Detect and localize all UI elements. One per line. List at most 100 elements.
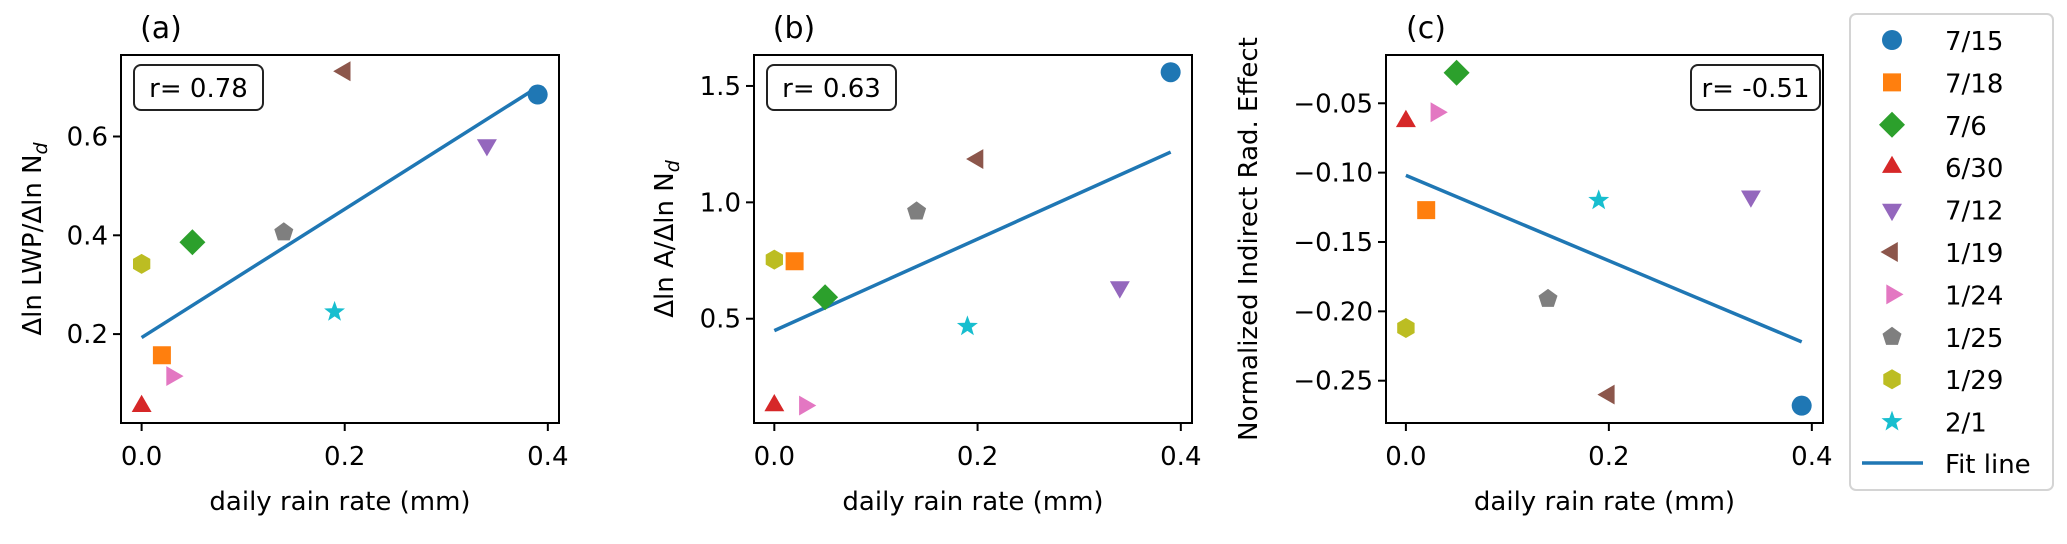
data-point-1-19 [1597, 384, 1615, 405]
x-tick-label: 0.2 [957, 442, 998, 472]
correlation-label: r= 0.78 [149, 74, 248, 104]
x-tick-label: 0.4 [1160, 442, 1201, 472]
subplot-c: (c) 0.0 0.2 0.4 −0.25 −0.20 −0.15 −0.10 −0.05 dai… [1234, 11, 1833, 517]
y-axis-label-main: Δln A/Δln N [650, 172, 680, 318]
legend-item-1-29: 1/29 [1883, 366, 2003, 396]
y-tick-label: −0.10 [1293, 159, 1373, 189]
legend-label: 7/15 [1945, 27, 2003, 57]
y-tick-label: 1.0 [700, 188, 741, 218]
data-point-7-15 [1160, 62, 1181, 83]
legend-label: 6/30 [1945, 154, 2003, 184]
data-point-7-18 [785, 252, 804, 271]
y-axis-label: Δln A/Δln Nd [650, 159, 684, 318]
legend-item-1-25: 1/25 [1882, 324, 2003, 354]
x-axis-label: daily rain rate (mm) [1474, 487, 1735, 517]
x-tick-label: 0.0 [121, 442, 162, 472]
data-point-2-1 [1588, 189, 1610, 210]
legend-marker-square-icon [1883, 73, 1901, 92]
data-point-7-18 [152, 346, 171, 365]
y-axis-label-main: Normalized Indirect Rad. Effect [1234, 37, 1264, 441]
legend-item-6-30: 6/30 [1882, 154, 2003, 184]
fit-line [773, 150, 1172, 333]
legend-box [1849, 13, 2054, 491]
x-axis-label: daily rain rate (mm) [842, 487, 1103, 517]
x-tick-label: 0.2 [1588, 442, 1629, 472]
legend-marker-triangle-up-icon [1882, 155, 1902, 173]
correlation-box [1690, 64, 1821, 111]
correlation-box [766, 64, 897, 111]
legend-label: 7/6 [1945, 112, 1987, 142]
data-point-7-15 [1791, 395, 1812, 416]
x-tick-label: 0.4 [1791, 442, 1832, 472]
data-point-1-24 [1430, 102, 1448, 123]
legend-label: 7/12 [1945, 197, 2003, 227]
legend-item-1-24: 1/24 [1886, 281, 2003, 311]
data-point-6-30 [764, 394, 785, 412]
data-point-7-6 [812, 284, 839, 311]
fit-line [140, 85, 539, 340]
y-tick-label: 0.5 [700, 305, 741, 335]
y-axis-label-main: Δln LWP/Δln N [18, 154, 48, 335]
legend-marker-triangle-down-icon [1882, 203, 1902, 222]
legend-item-1-19: 1/19 [1880, 239, 2003, 269]
legend-marker-diamond-icon [1879, 111, 1905, 138]
data-point-1-25 [274, 222, 294, 241]
legend-item-7-6: 7/6 [1879, 111, 1987, 142]
legend-label: 1/29 [1945, 366, 2003, 396]
legend-marker-star-icon [1881, 410, 1903, 431]
correlation-label: r= 0.63 [782, 74, 881, 104]
axes-frame [120, 54, 560, 424]
legend: 7/15 7/18 7/6 6/30 7/12 1/19 1/24 1/25 1/29 2/1 Fi… [1849, 13, 2054, 491]
panel-title: (b) [773, 11, 815, 46]
panel-title: (a) [140, 11, 182, 46]
panel-title: (c) [1406, 11, 1446, 46]
axes-frame [1385, 54, 1824, 424]
legend-item-7-18: 7/18 [1883, 69, 2003, 99]
data-point-7-18 [1417, 201, 1436, 220]
subplot-a: (a) 0.0 0.2 0.4 0.2 0.4 0.6 daily rain rate (mm… [18, 11, 569, 517]
data-point-1-29 [133, 253, 151, 274]
x-tick-label: 0.0 [754, 442, 795, 472]
x-tick-label: 0.2 [324, 442, 365, 472]
legend-marker-hexagon-icon [1883, 369, 1901, 390]
legend-marker-triangle-right-icon [1886, 284, 1904, 305]
data-point-7-6 [1443, 59, 1470, 86]
data-point-1-19 [333, 61, 351, 82]
data-point-1-24 [799, 395, 817, 416]
y-tick-label: −0.05 [1293, 89, 1373, 119]
x-tick-label: 0.0 [1385, 442, 1426, 472]
data-point-6-30 [131, 394, 152, 412]
subplot-b: (b) 0.0 0.2 0.4 0.5 1.0 1.5 daily rain rate (mm… [650, 11, 1202, 517]
data-point-7-12 [1109, 281, 1130, 299]
fit-line [1405, 173, 1803, 344]
data-point-1-29 [765, 249, 783, 270]
legend-item-2-1: 2/1 [1881, 409, 1987, 439]
legend-marker-pentagon-icon [1882, 326, 1902, 345]
x-tick-label: 0.4 [527, 442, 568, 472]
y-tick-label: 1.5 [700, 72, 741, 102]
y-axis-label-subscript: d [30, 141, 52, 154]
legend-marker-circle-icon [1882, 30, 1902, 50]
x-axis-label: daily rain rate (mm) [209, 487, 470, 517]
y-tick-label: 0.6 [67, 123, 108, 153]
legend-label: 7/18 [1945, 69, 2003, 99]
data-point-7-6 [179, 229, 206, 256]
legend-fit-label: Fit line [1945, 450, 2031, 480]
data-point-7-12 [476, 139, 497, 157]
data-point-1-19 [966, 149, 984, 169]
legend-marker-triangle-left-icon [1880, 242, 1898, 262]
legend-item-7-12: 7/12 [1882, 197, 2003, 227]
correlation-label: r= -0.51 [1701, 74, 1809, 104]
data-point-2-1 [324, 300, 345, 321]
legend-item-7-15: 7/15 [1882, 27, 2003, 57]
y-tick-label: 0.4 [67, 221, 108, 251]
data-point-1-24 [166, 366, 184, 386]
legend-label: 1/19 [1945, 239, 2003, 269]
data-point-1-25 [907, 201, 927, 220]
data-point-2-1 [956, 315, 978, 336]
correlation-box [133, 64, 264, 111]
data-point-1-25 [1538, 288, 1558, 307]
axes-frame [753, 54, 1193, 424]
data-point-1-29 [1397, 318, 1415, 338]
